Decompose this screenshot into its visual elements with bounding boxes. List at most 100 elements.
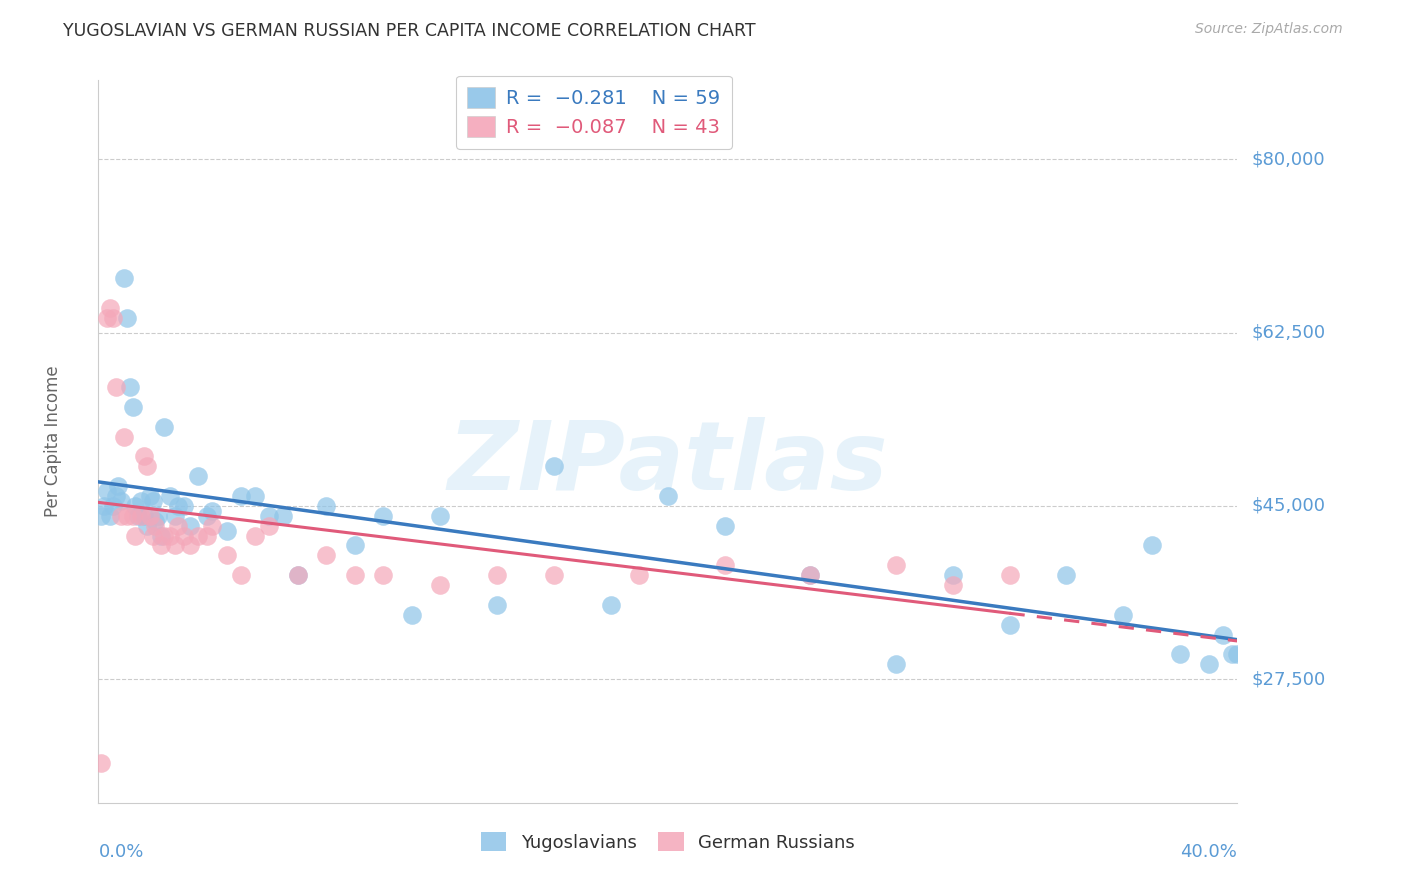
Point: [98, 508, 121, 523]
Point: [799, 568, 821, 582]
Point: [150, 539, 173, 553]
Point: [998, 617, 1021, 632]
Point: [138, 489, 160, 503]
Point: [179, 539, 201, 553]
Point: [132, 508, 155, 523]
Point: [287, 568, 309, 582]
Point: [121, 508, 143, 523]
Point: [215, 549, 238, 563]
Point: [101, 310, 124, 325]
Point: [942, 568, 965, 582]
Point: [429, 578, 451, 592]
Point: [543, 459, 565, 474]
Point: [98, 301, 121, 315]
Point: [628, 568, 651, 582]
Point: [229, 489, 252, 503]
Point: [135, 518, 157, 533]
Point: [942, 578, 965, 592]
Point: [129, 494, 152, 508]
Point: [165, 539, 187, 553]
Text: $27,500: $27,500: [1251, 670, 1326, 688]
Point: [112, 429, 135, 443]
Point: [884, 558, 907, 573]
Point: [159, 489, 181, 503]
Point: [373, 568, 395, 582]
Point: [486, 598, 509, 612]
Point: [543, 568, 565, 582]
Point: [167, 518, 190, 533]
Legend: Yugoslavians, German Russians: Yugoslavians, German Russians: [474, 825, 862, 859]
Point: [127, 508, 149, 523]
Point: [96, 483, 118, 498]
Point: [401, 607, 423, 622]
Point: [1112, 607, 1135, 622]
Point: [138, 508, 160, 523]
Point: [259, 518, 281, 533]
Point: [145, 514, 167, 528]
Point: [110, 508, 132, 523]
Point: [150, 528, 173, 542]
Point: [165, 508, 187, 523]
Point: [135, 459, 157, 474]
Point: [259, 508, 281, 523]
Point: [101, 499, 124, 513]
Point: [124, 528, 146, 542]
Point: [115, 508, 138, 523]
Point: [118, 380, 141, 394]
Point: [148, 508, 170, 523]
Point: [1140, 539, 1163, 553]
Point: [201, 504, 224, 518]
Text: YUGOSLAVIAN VS GERMAN RUSSIAN PER CAPITA INCOME CORRELATION CHART: YUGOSLAVIAN VS GERMAN RUSSIAN PER CAPITA…: [63, 22, 756, 40]
Point: [1056, 568, 1078, 582]
Point: [90, 508, 112, 523]
Point: [129, 508, 152, 523]
Text: $80,000: $80,000: [1251, 151, 1324, 169]
Point: [1220, 648, 1243, 662]
Point: [373, 508, 395, 523]
Point: [1198, 657, 1220, 672]
Point: [243, 528, 266, 542]
Text: Source: ZipAtlas.com: Source: ZipAtlas.com: [1195, 22, 1343, 37]
Point: [104, 489, 127, 503]
Point: [343, 568, 366, 582]
Point: [145, 518, 167, 533]
Point: [1170, 648, 1192, 662]
Point: [110, 494, 132, 508]
Point: [179, 518, 201, 533]
Point: [90, 756, 112, 771]
Point: [187, 528, 209, 542]
Point: [229, 568, 252, 582]
Point: [1226, 648, 1249, 662]
Point: [215, 524, 238, 538]
Point: [315, 549, 337, 563]
Point: [315, 499, 337, 513]
Point: [141, 528, 163, 542]
Point: [714, 518, 737, 533]
Point: [93, 499, 115, 513]
Point: [96, 310, 118, 325]
Text: $45,000: $45,000: [1251, 497, 1326, 515]
Text: $62,500: $62,500: [1251, 324, 1326, 342]
Point: [714, 558, 737, 573]
Text: 0.0%: 0.0%: [98, 843, 143, 861]
Point: [167, 499, 190, 513]
Point: [998, 568, 1021, 582]
Point: [884, 657, 907, 672]
Point: [195, 508, 218, 523]
Point: [799, 568, 821, 582]
Point: [112, 271, 135, 285]
Text: 40.0%: 40.0%: [1181, 843, 1237, 861]
Text: ZIPatlas: ZIPatlas: [447, 417, 889, 509]
Point: [153, 419, 176, 434]
Point: [141, 494, 163, 508]
Point: [273, 508, 295, 523]
Point: [107, 479, 129, 493]
Point: [173, 499, 195, 513]
Point: [486, 568, 509, 582]
Text: Per Capita Income: Per Capita Income: [44, 366, 62, 517]
Point: [124, 499, 146, 513]
Point: [600, 598, 623, 612]
Point: [243, 489, 266, 503]
Point: [287, 568, 309, 582]
Point: [657, 489, 679, 503]
